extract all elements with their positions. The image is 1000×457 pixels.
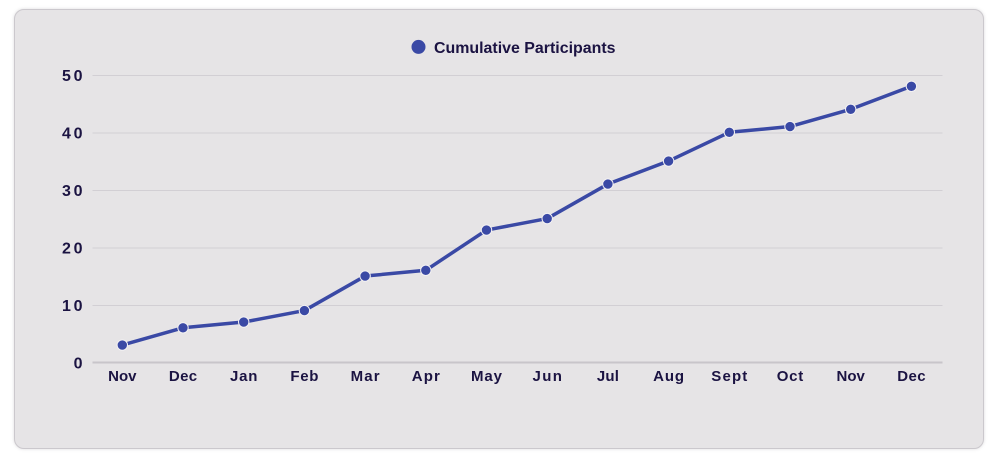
svg-text:Dec: Dec xyxy=(897,368,925,385)
svg-text:May: May xyxy=(471,368,503,385)
svg-text:Feb: Feb xyxy=(290,368,318,385)
svg-text:20: 20 xyxy=(62,240,83,257)
svg-text:Apr: Apr xyxy=(412,368,440,385)
svg-text:50: 50 xyxy=(62,68,83,85)
svg-text:Sept: Sept xyxy=(711,368,747,385)
svg-text:Aug: Aug xyxy=(653,368,684,385)
svg-text:0: 0 xyxy=(74,355,83,372)
svg-text:Nov: Nov xyxy=(837,368,866,385)
svg-text:Oct: Oct xyxy=(777,368,804,385)
svg-text:Jun: Jun xyxy=(532,368,562,385)
svg-text:Mar: Mar xyxy=(351,368,380,385)
svg-text:Nov: Nov xyxy=(108,368,137,385)
svg-text:40: 40 xyxy=(62,125,83,142)
svg-text:30: 30 xyxy=(62,183,83,200)
svg-text:Cumulative Participants: Cumulative Participants xyxy=(434,39,616,57)
svg-text:10: 10 xyxy=(62,298,83,315)
svg-text:Dec: Dec xyxy=(169,368,197,385)
svg-text:Jul: Jul xyxy=(597,368,619,385)
svg-text:Jan: Jan xyxy=(230,368,258,385)
